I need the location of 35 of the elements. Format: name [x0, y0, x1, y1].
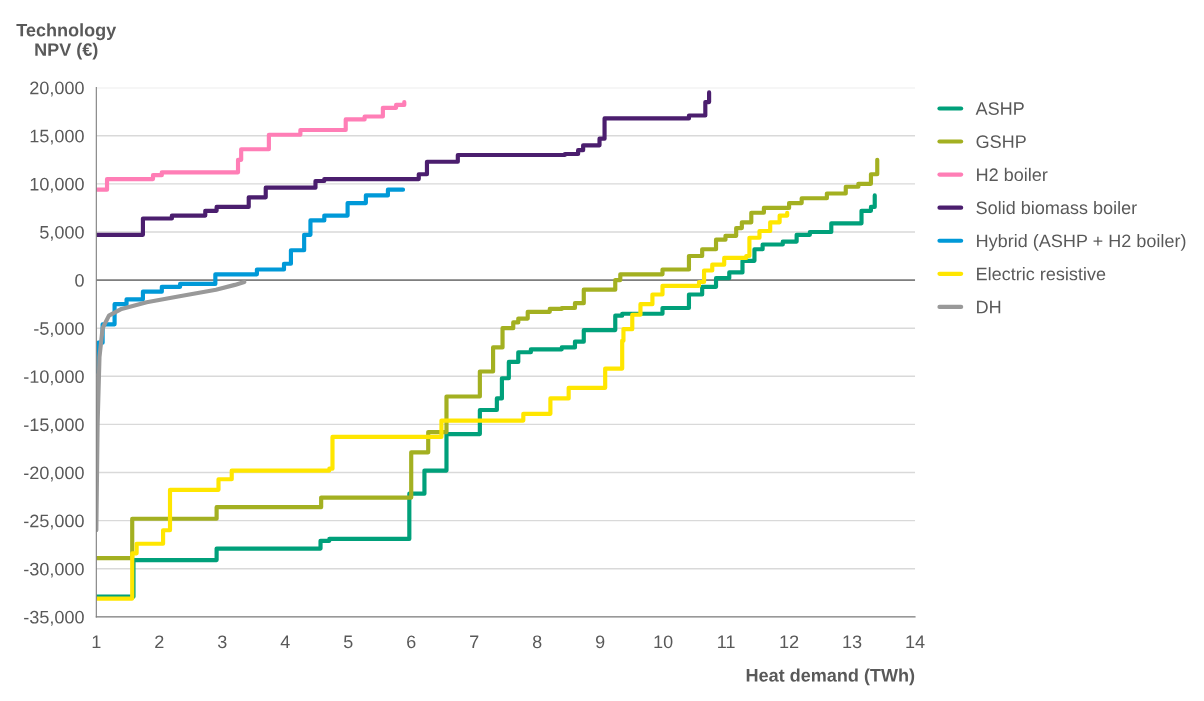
y-axis-title: Technology NPV (€)	[16, 23, 117, 60]
x-tick-label: 14	[906, 635, 925, 649]
legend-label: ASHP	[975, 102, 1024, 115]
x-tick-label: 3	[217, 635, 227, 649]
y-tick-label: 0	[75, 274, 84, 287]
legend-label: Solid biomass boiler	[976, 200, 1137, 215]
x-axis-title: Heat demand (TWh)	[746, 668, 915, 686]
legend-label: GSHP	[976, 135, 1026, 149]
x-tick-label: 8	[532, 635, 542, 649]
x-tick-label: 9	[595, 635, 605, 649]
x-tick-label: 5	[343, 635, 353, 649]
y-tick-label: -25,000	[24, 514, 84, 530]
x-tick-label: 12	[780, 635, 799, 649]
y-tick-label: 15,000	[30, 129, 84, 145]
y-tick-label: -15,000	[24, 418, 84, 434]
y-tick-label: -30,000	[24, 562, 84, 578]
y-tick-label: -10,000	[24, 370, 84, 386]
x-tick-label: 10	[654, 635, 673, 649]
x-tick-label: 13	[843, 635, 862, 649]
y-tick-label: 5,000	[40, 225, 84, 241]
y-tick-label: -35,000	[24, 610, 84, 626]
y-tick-label: -20,000	[24, 466, 84, 482]
x-tick-label: 6	[407, 635, 416, 649]
x-tick-label: 1	[92, 635, 101, 649]
y-tick-label: -5,000	[34, 322, 84, 338]
legend-label: DH	[977, 300, 1001, 314]
x-tick-label: 2	[155, 635, 164, 649]
legend-label: Hybrid (ASHP + H2 boiler)	[977, 234, 1186, 251]
x-tick-label: 4	[280, 635, 290, 649]
legend-label: Electric resistive	[977, 267, 1106, 281]
x-tick-label: 11	[718, 635, 735, 649]
y-tick-label: 20,000	[30, 81, 84, 97]
y-tick-label: 10,000	[30, 177, 84, 193]
x-tick-label: 7	[470, 635, 479, 649]
legend-label: H2 boiler	[977, 167, 1048, 182]
